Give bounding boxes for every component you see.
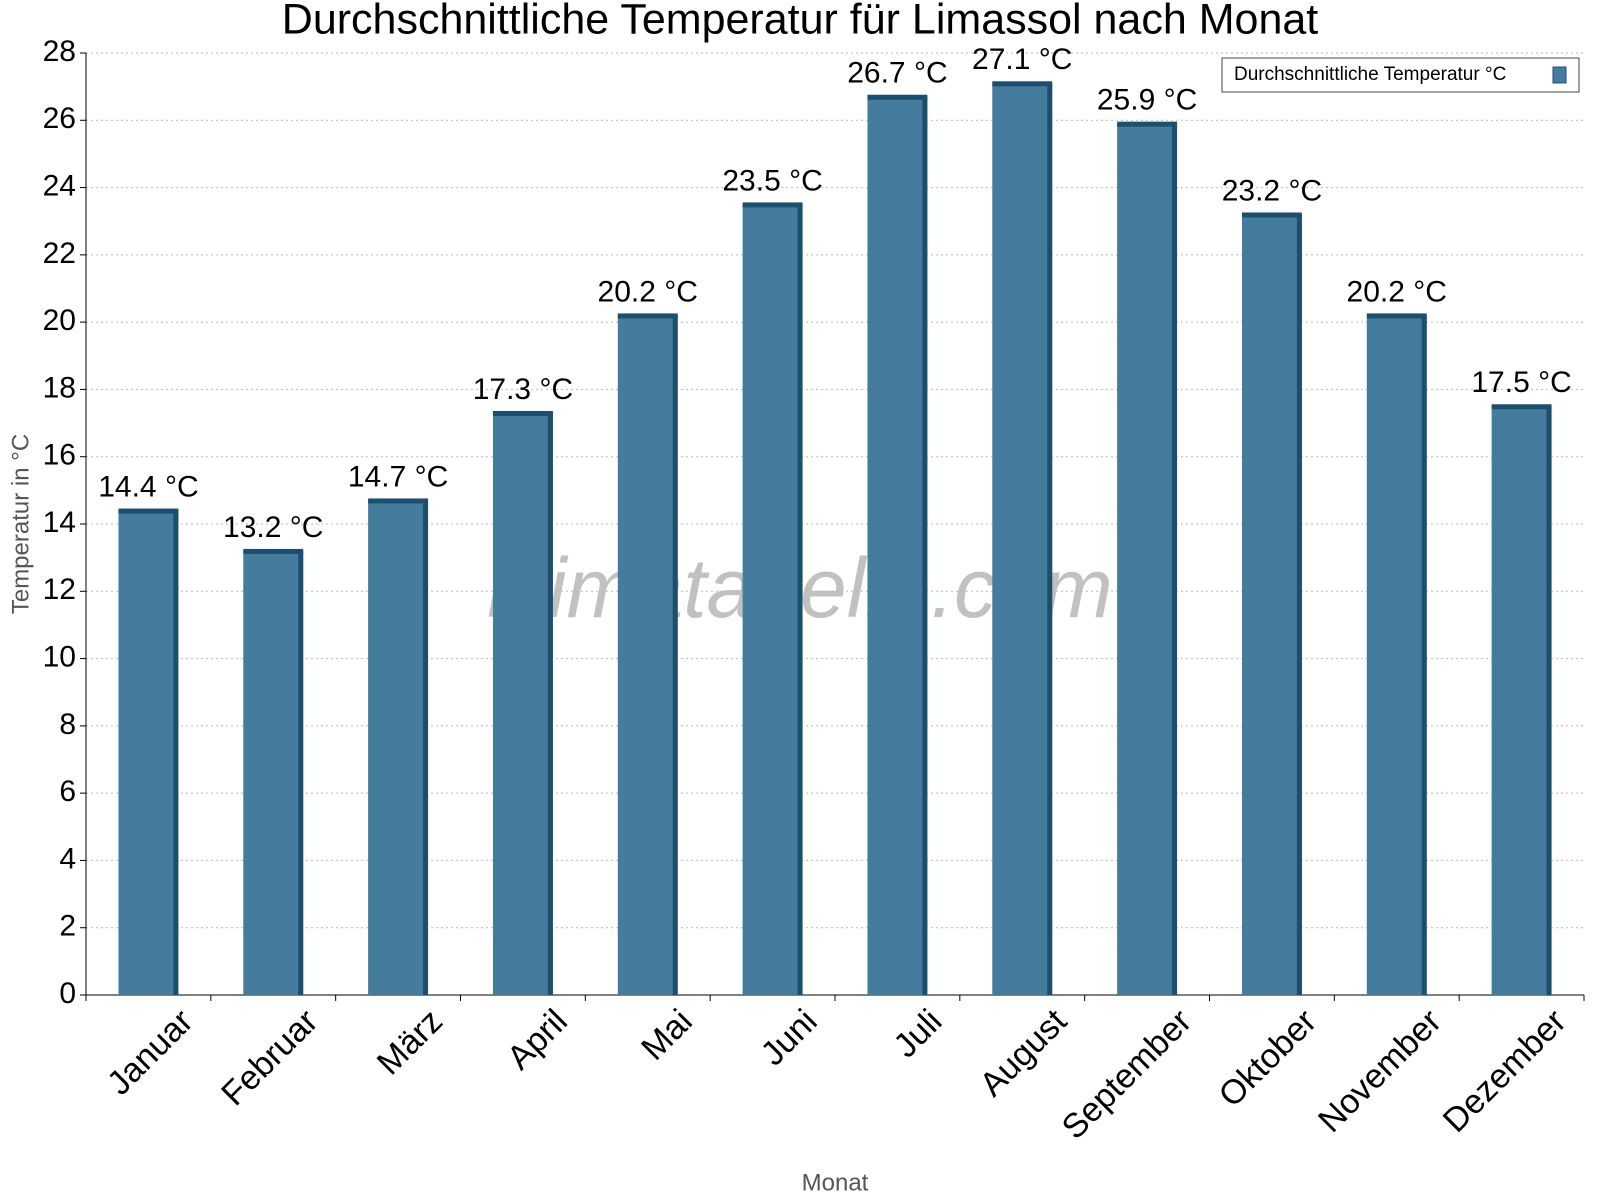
bar-side [423, 500, 429, 995]
bar-top [867, 94, 928, 100]
y-tick-label: 22 [43, 237, 76, 270]
bar-side [672, 315, 678, 995]
y-tick-label: 0 [59, 977, 76, 1010]
bar-group [867, 94, 928, 995]
legend-box [1221, 57, 1580, 93]
x-tick-label: April [500, 1002, 575, 1077]
bar-group [992, 81, 1053, 996]
bar-group [617, 313, 678, 995]
bar [867, 96, 928, 995]
data-label: 26.7 °C [847, 57, 947, 90]
x-tick-label: Juli [886, 1002, 949, 1065]
bar-top [243, 548, 304, 554]
bar-group [368, 498, 429, 995]
bar-top [492, 410, 553, 416]
y-tick-label: 20 [43, 304, 76, 337]
chart-title: Durchschnittliche Temperatur für Limasso… [282, 0, 1319, 43]
x-tick-label: August [973, 1002, 1075, 1104]
data-label: 17.5 °C [1471, 366, 1571, 399]
data-label: 20.2 °C [1347, 275, 1447, 308]
y-tick-label: 24 [43, 169, 76, 202]
bar-side [1172, 123, 1178, 995]
y-tick-label: 6 [59, 775, 76, 808]
bar [368, 500, 429, 995]
data-label: 14.7 °C [348, 460, 448, 493]
bar-top [1117, 121, 1178, 127]
legend-label: Durchschnittliche Temperatur °C [1234, 64, 1506, 85]
data-label: 25.9 °C [1097, 84, 1197, 117]
x-tick-label: Januar [100, 1002, 200, 1102]
data-label: 13.2 °C [223, 511, 323, 544]
bar-top [617, 313, 678, 319]
bar [118, 510, 179, 995]
y-tick-label: 12 [43, 573, 76, 606]
bar [992, 83, 1053, 996]
bar-side [1421, 315, 1427, 995]
x-tick-label: Dezember [1436, 1002, 1574, 1140]
y-tick-label: 2 [59, 910, 76, 943]
x-tick-label: Oktober [1212, 1002, 1324, 1114]
bar-group [1366, 313, 1427, 995]
x-tick-label: Juni [754, 1002, 825, 1073]
bar-top [742, 202, 803, 208]
bar-top [992, 81, 1053, 87]
legend-swatch [1552, 66, 1567, 84]
bar-side [173, 510, 179, 995]
bar-top [118, 508, 179, 514]
y-tick-label: 14 [43, 506, 76, 539]
bar [1241, 214, 1302, 995]
bar-top [1241, 212, 1302, 218]
bar-group [742, 202, 803, 996]
bar-top [1491, 404, 1552, 410]
bar-side [298, 550, 304, 995]
y-tick-label: 10 [43, 640, 76, 673]
x-tick-label: Februar [214, 1002, 325, 1113]
x-axis-label: Monat [802, 1169, 869, 1196]
bar-group [1491, 404, 1552, 995]
y-tick-label: 26 [43, 102, 76, 135]
bar [1366, 315, 1427, 995]
data-label: 27.1 °C [972, 43, 1072, 76]
x-tick-label: Mai [634, 1002, 700, 1068]
bar [492, 412, 553, 995]
x-tick-label: März [370, 1002, 450, 1082]
data-label: 23.5 °C [722, 164, 822, 197]
bar [742, 204, 803, 996]
bar-top [1366, 313, 1427, 319]
y-tick-label: 4 [59, 842, 76, 875]
y-tick-label: 18 [43, 371, 76, 404]
bar-top [368, 498, 429, 504]
data-label: 20.2 °C [598, 275, 698, 308]
x-tick-label: November [1311, 1002, 1449, 1140]
x-tick-label: September [1055, 1002, 1199, 1146]
y-tick-label: 16 [43, 439, 76, 472]
bar [1117, 123, 1178, 995]
bar-side [1047, 83, 1053, 996]
bar [1491, 406, 1552, 995]
data-label: 23.2 °C [1222, 174, 1322, 207]
bar-side [922, 96, 928, 995]
data-label: 17.3 °C [473, 373, 573, 406]
bar-side [547, 412, 553, 995]
bar-group [243, 548, 304, 995]
bar-group [1241, 212, 1302, 995]
bar-group [492, 410, 553, 995]
bar-side [1546, 406, 1552, 995]
bar-group [118, 508, 179, 995]
y-axis-label: Temperatur in °C [7, 434, 34, 614]
data-label: 14.4 °C [98, 470, 198, 503]
bar-side [797, 204, 803, 996]
bar-side [1296, 214, 1302, 995]
bar-group [1117, 121, 1178, 995]
y-tick-label: 8 [59, 708, 76, 741]
bar [243, 550, 304, 995]
bar [617, 315, 678, 995]
y-tick-label: 28 [43, 35, 76, 68]
